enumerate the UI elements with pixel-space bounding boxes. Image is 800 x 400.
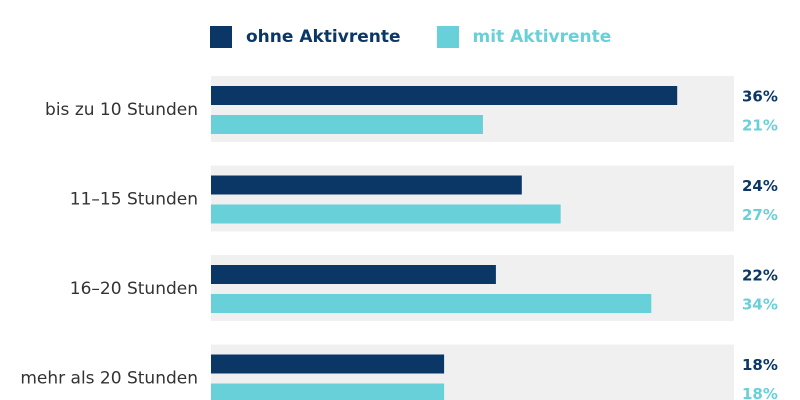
bar: [211, 175, 522, 195]
data-label: 27%: [742, 206, 778, 224]
category-label: 11–15 Stunden: [70, 190, 198, 210]
data-label: 24%: [742, 177, 778, 195]
legend-swatch-ohne-aktivrente: [210, 26, 232, 48]
legend-swatch-mit-aktivrente: [436, 26, 459, 48]
bar: [211, 86, 678, 105]
data-label: 34%: [742, 296, 778, 314]
bar: [211, 354, 445, 374]
bar: [211, 204, 561, 224]
category-label: bis zu 10 Stunden: [45, 100, 198, 120]
data-label: 21%: [742, 117, 778, 135]
legend-item-mit-aktivrente: mit Aktivrente: [436, 26, 612, 48]
legend-item-ohne-aktivrente: ohne Aktivrente: [210, 26, 401, 48]
legend-label-mit-aktivrente: mit Aktivrente: [472, 27, 612, 47]
legend-label-ohne-aktivrente: ohne Aktivrente: [246, 27, 401, 47]
category-label: mehr als 20 Stunden: [20, 369, 198, 389]
data-label: 18%: [742, 385, 778, 400]
category-label: 16–20 Stunden: [70, 279, 198, 299]
bar: [211, 115, 483, 134]
legend: ohne Aktivrente mit Aktivrente: [210, 26, 647, 48]
data-label: 18%: [742, 356, 778, 374]
data-label: 36%: [742, 88, 778, 106]
data-label: 22%: [742, 267, 778, 285]
bar: [211, 265, 496, 284]
bar: [211, 383, 445, 400]
bar: [211, 294, 652, 313]
